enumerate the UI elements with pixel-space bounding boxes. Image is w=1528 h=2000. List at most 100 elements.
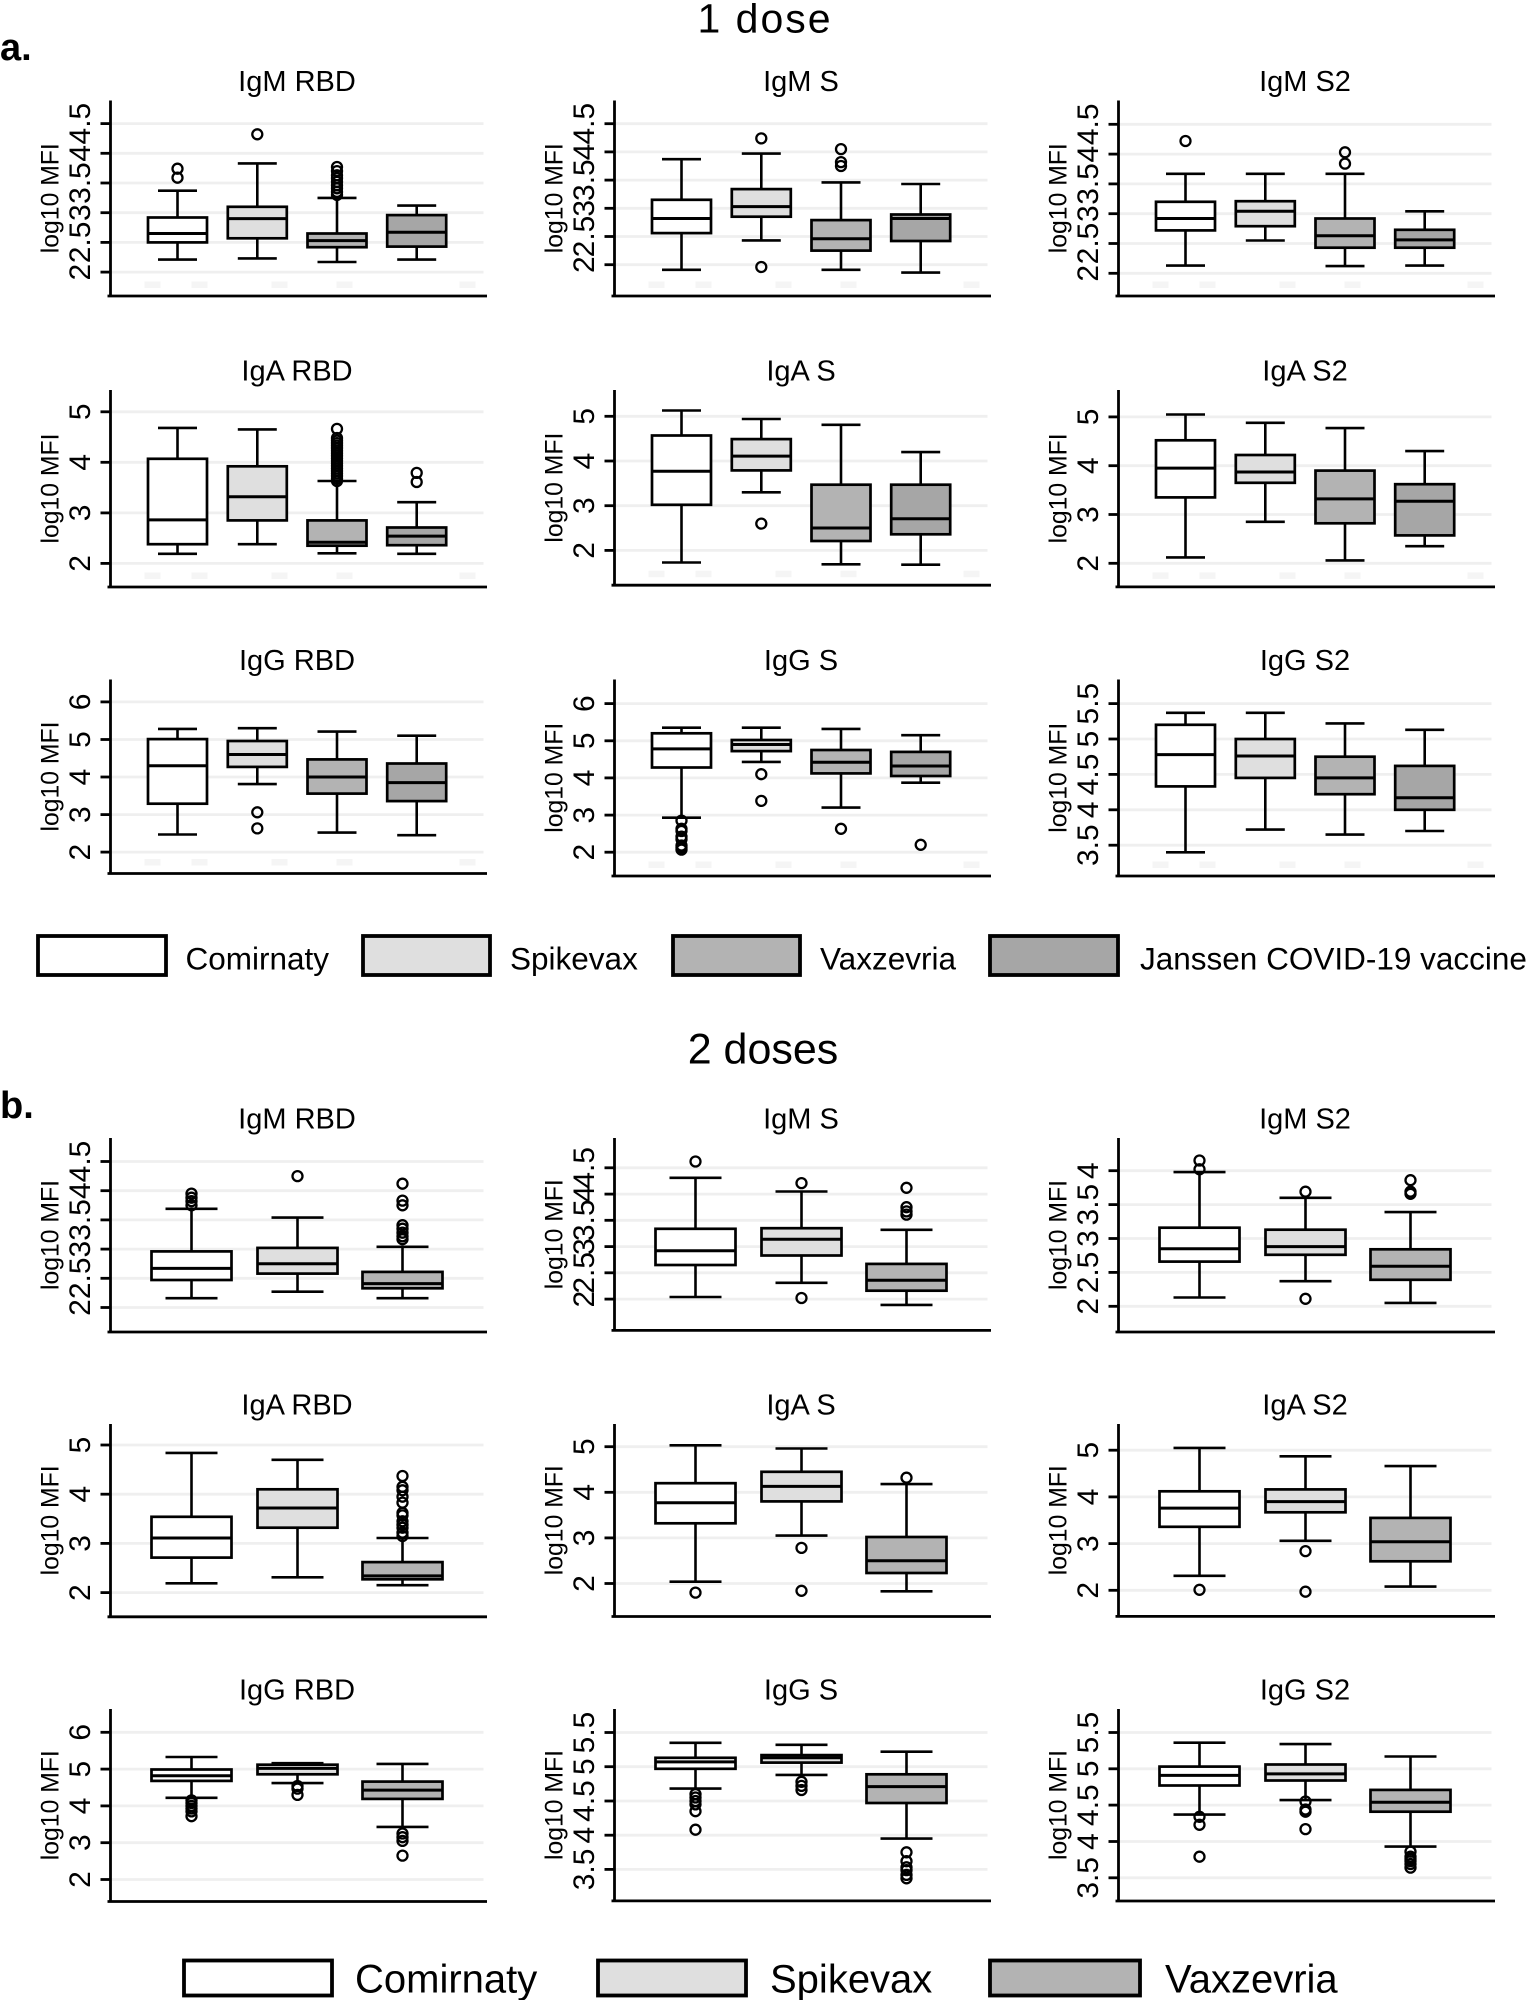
- svg-text:3: 3: [64, 1241, 97, 1258]
- svg-text:log10 MFI: log10 MFI: [37, 143, 65, 253]
- svg-text:4: 4: [568, 770, 601, 787]
- svg-text:Spikevax: Spikevax: [770, 1958, 932, 2000]
- svg-text:log10 MFI: log10 MFI: [541, 1750, 569, 1860]
- svg-text:5.5: 5.5: [1072, 683, 1105, 725]
- svg-text:6: 6: [64, 694, 97, 711]
- svg-text:IgG S: IgG S: [764, 1675, 838, 1707]
- svg-text:IgG S: IgG S: [764, 645, 838, 677]
- svg-text:IgA S2: IgA S2: [1262, 1390, 1347, 1422]
- svg-text:2: 2: [568, 542, 601, 559]
- svg-text:2: 2: [1072, 265, 1105, 282]
- svg-text:IgM S: IgM S: [763, 1104, 839, 1136]
- svg-text:3.5: 3.5: [1072, 163, 1105, 205]
- svg-text:2: 2: [64, 1299, 97, 1316]
- svg-text:3.5: 3.5: [1072, 1184, 1105, 1226]
- svg-text:2: 2: [1072, 1582, 1105, 1599]
- svg-text:2: 2: [568, 1291, 601, 1308]
- svg-text:5: 5: [568, 1758, 601, 1775]
- svg-text:4: 4: [64, 1182, 97, 1199]
- svg-text:3.5: 3.5: [568, 1849, 601, 1891]
- svg-text:3: 3: [64, 1535, 97, 1552]
- svg-text:4: 4: [568, 1484, 601, 1501]
- svg-text:4: 4: [568, 1827, 601, 1844]
- svg-text:2.5: 2.5: [64, 1257, 97, 1299]
- svg-text:log10 MFI: log10 MFI: [37, 434, 65, 544]
- svg-text:2: 2: [64, 844, 97, 861]
- svg-text:4.5: 4.5: [1072, 103, 1105, 145]
- svg-text:4: 4: [64, 1798, 97, 1815]
- svg-text:3: 3: [64, 806, 97, 823]
- svg-text:5: 5: [568, 732, 601, 749]
- svg-text:4.5: 4.5: [64, 103, 97, 145]
- svg-text:3: 3: [64, 204, 97, 221]
- svg-text:Comirnaty: Comirnaty: [355, 1958, 537, 2000]
- svg-text:log10 MFI: log10 MFI: [1045, 433, 1073, 543]
- svg-text:3.5: 3.5: [568, 1199, 601, 1241]
- svg-text:IgM S2: IgM S2: [1259, 66, 1351, 98]
- svg-text:1 dose: 1 dose: [698, 0, 831, 42]
- svg-text:5: 5: [64, 403, 97, 420]
- svg-text:IgM RBD: IgM RBD: [238, 1104, 356, 1136]
- svg-text:4.5: 4.5: [568, 1780, 601, 1822]
- svg-text:b.: b.: [0, 1085, 34, 1127]
- svg-text:log10 MFI: log10 MFI: [1045, 1750, 1073, 1860]
- svg-text:4: 4: [1072, 1833, 1105, 1850]
- svg-text:2.5: 2.5: [64, 222, 97, 264]
- svg-text:4.5: 4.5: [1072, 754, 1105, 796]
- svg-text:log10 MFI: log10 MFI: [541, 1465, 569, 1575]
- svg-text:4: 4: [568, 453, 601, 470]
- svg-text:3: 3: [568, 497, 601, 514]
- svg-text:5.5: 5.5: [568, 1712, 601, 1754]
- svg-text:4.5: 4.5: [1072, 1784, 1105, 1826]
- svg-text:5: 5: [1072, 409, 1105, 426]
- svg-text:3: 3: [568, 200, 601, 217]
- svg-text:5.5: 5.5: [1072, 1712, 1105, 1754]
- svg-text:2.5: 2.5: [1072, 1252, 1105, 1294]
- svg-text:a.: a.: [0, 27, 32, 69]
- svg-text:3.5: 3.5: [1072, 824, 1105, 866]
- svg-text:Vaxzevria: Vaxzevria: [1165, 1958, 1338, 2000]
- svg-text:4: 4: [1072, 146, 1105, 163]
- svg-text:IgA S: IgA S: [766, 356, 835, 388]
- svg-text:2: 2: [1072, 555, 1105, 572]
- svg-text:Spikevax: Spikevax: [510, 941, 638, 977]
- svg-text:4: 4: [64, 145, 97, 162]
- svg-text:IgG RBD: IgG RBD: [239, 645, 355, 677]
- svg-text:IgA S: IgA S: [766, 1390, 835, 1422]
- svg-text:log10 MFI: log10 MFI: [1045, 723, 1073, 833]
- svg-text:IgA RBD: IgA RBD: [241, 1390, 352, 1422]
- svg-text:2.5: 2.5: [568, 1252, 601, 1294]
- svg-text:4: 4: [568, 144, 601, 161]
- svg-text:2: 2: [568, 844, 601, 861]
- svg-text:2 doses: 2 doses: [688, 1026, 839, 1074]
- svg-text:4.5: 4.5: [568, 103, 601, 145]
- svg-text:IgG S2: IgG S2: [1260, 1675, 1350, 1707]
- svg-text:log10 MFI: log10 MFI: [37, 1750, 65, 1860]
- svg-text:3: 3: [1072, 506, 1105, 523]
- svg-text:3: 3: [568, 1238, 601, 1255]
- svg-text:log10 MFI: log10 MFI: [1045, 143, 1073, 253]
- svg-text:IgM RBD: IgM RBD: [238, 66, 356, 98]
- svg-text:5: 5: [1072, 1442, 1105, 1459]
- svg-text:4.5: 4.5: [568, 1147, 601, 1189]
- svg-text:Comirnaty: Comirnaty: [186, 941, 330, 977]
- svg-text:3: 3: [64, 505, 97, 522]
- svg-text:3: 3: [1072, 1535, 1105, 1552]
- svg-text:4.5: 4.5: [64, 1141, 97, 1183]
- svg-text:4: 4: [1072, 801, 1105, 818]
- svg-text:log10 MFI: log10 MFI: [1045, 1180, 1073, 1290]
- svg-text:3: 3: [568, 1530, 601, 1547]
- svg-text:4: 4: [64, 1486, 97, 1503]
- svg-text:log10 MFI: log10 MFI: [541, 433, 569, 543]
- svg-text:6: 6: [64, 1724, 97, 1741]
- svg-text:2: 2: [64, 1584, 97, 1601]
- svg-text:2: 2: [568, 256, 601, 273]
- svg-text:4: 4: [1072, 457, 1105, 474]
- svg-text:4: 4: [64, 454, 97, 471]
- svg-text:3.5: 3.5: [1072, 1857, 1105, 1899]
- svg-text:4: 4: [1072, 1162, 1105, 1179]
- svg-text:log10 MFI: log10 MFI: [37, 1465, 65, 1575]
- svg-text:3.5: 3.5: [568, 159, 601, 201]
- svg-text:2: 2: [64, 1871, 97, 1888]
- svg-text:3: 3: [568, 807, 601, 824]
